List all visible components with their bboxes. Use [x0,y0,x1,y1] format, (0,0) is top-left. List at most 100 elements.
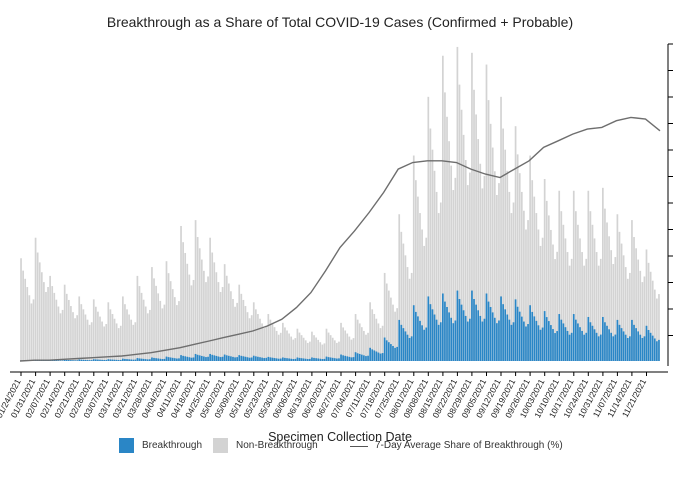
bar-non-breakthrough [211,252,214,361]
bar-non-breakthrough [633,237,635,361]
bar-breakthrough [437,324,440,361]
bar-breakthrough [390,344,392,361]
bar-non-breakthrough [641,282,644,361]
bar-non-breakthrough [325,328,328,361]
bar-breakthrough [294,358,297,361]
bar-non-breakthrough [306,342,309,361]
bar-non-breakthrough [252,302,255,361]
bar-non-breakthrough [101,321,103,361]
bar-breakthrough [352,357,355,361]
bar-non-breakthrough [70,306,72,361]
bar-breakthrough [612,336,615,361]
bar-non-breakthrough [570,258,573,361]
bar-non-breakthrough [259,318,261,361]
bar-non-breakthrough [442,55,444,362]
bar-breakthrough [354,352,357,361]
bar-breakthrough [257,356,259,361]
bar-non-breakthrough [537,229,540,361]
bar-non-breakthrough [552,244,554,361]
bar-breakthrough [620,328,623,361]
bar-non-breakthrough [371,309,374,361]
bar-non-breakthrough [315,337,317,361]
bar-breakthrough [269,357,272,361]
bar-non-breakthrough [377,323,380,361]
bar-non-breakthrough [608,236,610,361]
bar-breakthrough [610,332,613,361]
bar-breakthrough [346,356,349,361]
bar-non-breakthrough [205,282,207,361]
bar-non-breakthrough [72,312,74,361]
bar-breakthrough [296,357,299,361]
bar-breakthrough [427,296,430,361]
bar-non-breakthrough [153,278,155,361]
bar-breakthrough [203,356,205,361]
bar-non-breakthrough [643,276,646,361]
bar-non-breakthrough [543,179,546,361]
bar-non-breakthrough [448,141,450,361]
bar-breakthrough [61,360,64,361]
bar-breakthrough [140,358,143,361]
bar-non-breakthrough [539,245,542,361]
bar-breakthrough [367,355,369,361]
bar-non-breakthrough [246,312,249,361]
bar-non-breakthrough [579,238,581,361]
bar-non-breakthrough [263,328,265,361]
bar-breakthrough [446,306,448,361]
bar-non-breakthrough [547,215,550,361]
bar-breakthrough [412,305,415,361]
bar-non-breakthrough [400,231,403,361]
bar-breakthrough [462,310,465,361]
bar-breakthrough [533,316,536,361]
bar-non-breakthrough [589,211,592,361]
bar-non-breakthrough [327,332,330,361]
bar-non-breakthrough [618,231,621,361]
bar-non-breakthrough [469,172,471,361]
bar-non-breakthrough [196,237,199,361]
bar-breakthrough [458,299,461,361]
bar-breakthrough [194,353,197,361]
bar-non-breakthrough [583,265,585,361]
bar-non-breakthrough [217,282,220,361]
bar-non-breakthrough [439,202,442,361]
bar-breakthrough [163,358,166,361]
bar-breakthrough [579,327,581,361]
bar-breakthrough [491,312,494,361]
bar-non-breakthrough [356,319,359,361]
bar-breakthrough [221,356,224,361]
bar-breakthrough [587,316,590,361]
bar-breakthrough [157,358,160,361]
bar-breakthrough [188,357,191,361]
bar-non-breakthrough [637,259,640,361]
bar-breakthrough [190,357,193,361]
bar-non-breakthrough [450,165,453,361]
bar-breakthrough [423,329,425,361]
bar-breakthrough [342,355,344,361]
bar-breakthrough [171,357,174,361]
bar-breakthrough [311,357,313,361]
bar-non-breakthrough [493,171,496,361]
bar-non-breakthrough [591,224,594,361]
bar-non-breakthrough [32,299,35,361]
bar-non-breakthrough [606,222,608,361]
bar-non-breakthrough [473,89,475,361]
bar-breakthrough [450,317,453,361]
bar-non-breakthrough [367,332,369,361]
bar-non-breakthrough [134,322,137,361]
bar-non-breakthrough [342,327,344,361]
bar-breakthrough [658,339,660,361]
bar-non-breakthrough [466,185,469,361]
bar-non-breakthrough [385,283,388,361]
bar-non-breakthrough [103,326,105,361]
bar-breakthrough [176,358,178,361]
bar-breakthrough [356,353,359,361]
bar-non-breakthrough [311,331,313,361]
bar-breakthrough [88,360,91,361]
bar-breakthrough [225,355,228,361]
bar-breakthrough [86,360,89,361]
bar-breakthrough [572,314,575,361]
bar-breakthrough [527,324,529,361]
bar-non-breakthrough [284,327,286,361]
bar-breakthrough [624,334,627,361]
bar-non-breakthrough [419,213,421,361]
bar-non-breakthrough [381,325,384,361]
